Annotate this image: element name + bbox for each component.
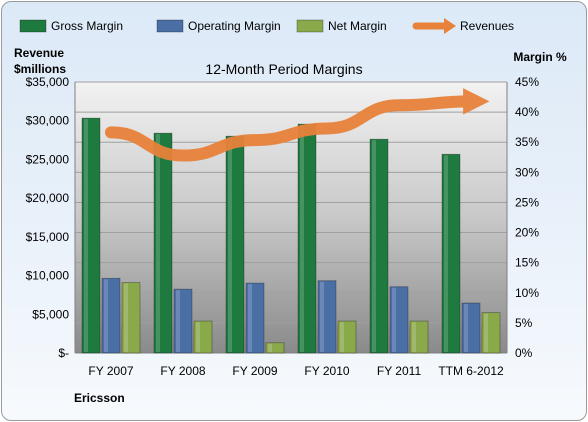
bar-highlight	[104, 279, 108, 352]
bar-highlight	[176, 290, 180, 352]
bar-highlight	[248, 284, 252, 352]
legend: Gross Margin Operating Margin Net Margin Re…	[19, 18, 514, 34]
left-axis-ticks: $- $5,000 $10,000 $15,000 $20,000 $25,000 $30,…	[26, 75, 70, 360]
right-axis-label: Margin %	[513, 50, 567, 64]
legend-label: Net Margin	[328, 19, 387, 33]
right-tick-label: 20%	[515, 226, 539, 240]
right-tick-label: 35%	[515, 135, 539, 149]
right-axis-ticks: 0% 5% 10% 15% 20% 25% 30% 35% 40% 45%	[515, 75, 539, 360]
bar-gross-margin	[153, 132, 173, 354]
legend-label: Gross Margin	[51, 19, 123, 33]
bar-net-margin	[409, 320, 429, 354]
x-tick-label: FY 2010	[304, 364, 349, 378]
legend-label: Operating Margin	[188, 19, 281, 33]
left-axis-label: Revenue $millions	[14, 46, 67, 76]
legend-swatch-arrowhead	[444, 18, 456, 34]
bar-highlight	[228, 137, 232, 352]
left-tick-label: $10,000	[26, 269, 70, 283]
left-tick-label: $20,000	[26, 191, 70, 205]
bar-operating-margin	[101, 277, 121, 354]
left-tick-label: $5,000	[32, 307, 69, 321]
x-tick-label: FY 2008	[160, 364, 205, 378]
legend-swatch	[296, 19, 324, 33]
x-tick-label: FY 2007	[88, 364, 133, 378]
bar-operating-margin	[317, 280, 337, 354]
bar-operating-margin	[245, 282, 265, 354]
left-tick-label: $25,000	[26, 152, 70, 166]
bar-highlight	[340, 322, 344, 352]
bar-net-margin	[121, 282, 141, 354]
x-tick-label: TTM 6-2012	[438, 364, 504, 378]
right-tick-label: 25%	[515, 195, 539, 209]
chart-title: 12-Month Period Margins	[205, 61, 362, 77]
bar-operating-margin	[173, 288, 193, 354]
bar-highlight	[196, 322, 200, 352]
left-tick-label: $15,000	[26, 230, 70, 244]
right-tick-label: 5%	[515, 316, 533, 330]
bar-highlight	[268, 343, 272, 352]
left-tick-label: $-	[58, 346, 69, 360]
x-axis-ticks: FY 2007 FY 2008 FY 2009 FY 2010 FY 2011 TTM 6…	[88, 364, 504, 378]
plot-area-background	[75, 82, 507, 353]
bar-gross-margin	[369, 138, 389, 354]
bar-operating-margin	[389, 286, 409, 354]
bar-highlight	[412, 322, 416, 352]
legend-label: Revenues	[460, 19, 514, 33]
right-tick-label: 0%	[515, 346, 533, 360]
company-name: Ericsson	[74, 391, 125, 405]
right-tick-label: 30%	[515, 165, 539, 179]
bar-net-margin	[265, 342, 285, 354]
left-axis-label-line-1: Revenue	[14, 46, 64, 60]
x-tick-label: FY 2011	[377, 364, 422, 378]
bar-highlight	[372, 140, 376, 352]
bar-highlight	[124, 283, 128, 352]
left-axis-label-line-2: $millions	[14, 62, 66, 76]
bar-highlight	[464, 304, 468, 352]
bar-gross-margin	[81, 117, 101, 354]
right-tick-label: 45%	[515, 75, 539, 89]
bar-highlight	[84, 119, 88, 352]
left-tick-label: $30,000	[26, 114, 70, 128]
revenue-line	[105, 88, 490, 162]
left-tick-label: $35,000	[26, 75, 70, 89]
bar-operating-margin	[461, 302, 481, 354]
bar-net-margin	[337, 320, 357, 354]
bar-highlight	[300, 125, 304, 353]
bar-net-margin	[193, 320, 213, 354]
legend-swatch	[19, 19, 47, 33]
right-tick-label: 15%	[515, 256, 539, 270]
bar-highlight	[156, 134, 160, 352]
x-tick-label: FY 2009	[232, 364, 277, 378]
bar-highlight	[444, 155, 448, 352]
bar-highlight	[320, 281, 324, 352]
right-tick-label: 10%	[515, 286, 539, 300]
bar-gross-margin	[441, 153, 461, 354]
bar-net-margin	[481, 312, 501, 354]
bars-group	[81, 117, 501, 354]
bar-highlight	[392, 287, 396, 352]
right-tick-label: 40%	[515, 105, 539, 119]
legend-swatch	[156, 19, 184, 33]
bar-highlight	[484, 313, 488, 352]
